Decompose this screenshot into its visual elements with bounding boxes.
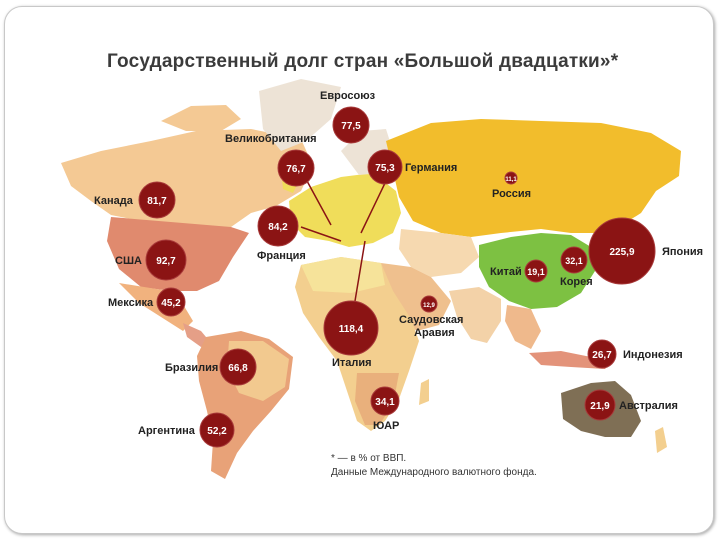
yaponia-bubble[interactable]: [588, 217, 656, 285]
velikobritania-value: 76,7: [286, 164, 306, 175]
rossia-label: Россия: [492, 188, 531, 200]
ssha-value: 92,7: [156, 256, 176, 267]
indonezia-label: Индонезия: [623, 349, 683, 361]
meksika-label: Мексика: [108, 297, 154, 309]
avstralia-value: 21,9: [590, 401, 610, 412]
brazilia-label: Бразилия: [165, 362, 218, 374]
kitai-bubble[interactable]: [524, 259, 548, 283]
kitai-label: Китай: [490, 266, 522, 278]
madagascar-region: [419, 379, 429, 405]
canada-region: [61, 129, 313, 231]
saudi-label-line2: Аравия: [414, 327, 455, 339]
footnote-line-1: * — в % от ВВП.: [331, 453, 407, 464]
world-map: 77,5 76,7 75,3 11,1 81,7 84,2 225,9 19,1…: [61, 79, 703, 479]
evrosoyuz-label: Евросоюз: [320, 90, 376, 102]
bubble-values: 77,5 76,7 75,3 11,1 81,7 84,2 225,9 19,1…: [147, 121, 635, 437]
germania-value: 75,3: [375, 163, 395, 174]
korea-label: Корея: [560, 276, 593, 288]
indonezia-bubble[interactable]: [587, 339, 617, 369]
francia-bubble[interactable]: [257, 205, 299, 247]
yuar-label: ЮАР: [373, 420, 399, 432]
germany-connector: [360, 180, 387, 234]
russia-region: [386, 119, 681, 237]
india-region: [449, 287, 501, 343]
rossia-bubble[interactable]: [504, 171, 518, 185]
central-america-region: [183, 323, 211, 347]
yuar-value: 34,1: [375, 397, 395, 408]
ssha-label: США: [115, 255, 142, 267]
yaponia-value: 225,9: [609, 247, 634, 258]
argentina-label: Аргентина: [138, 425, 196, 437]
francia-value: 84,2: [268, 222, 288, 233]
argentina-bubble[interactable]: [199, 412, 235, 448]
arctic-islands: [161, 105, 241, 131]
kitai-value: 19,1: [527, 267, 545, 277]
korea-value: 32,1: [565, 256, 583, 266]
italy-connector: [354, 240, 366, 302]
evrosoyuz-bubble[interactable]: [332, 106, 370, 144]
kanada-bubble[interactable]: [138, 181, 176, 219]
connector-lines: [300, 180, 387, 302]
francia-label: Франция: [257, 250, 306, 262]
kanada-value: 81,7: [147, 196, 167, 207]
central-asia-region: [399, 229, 479, 277]
germania-label: Германия: [405, 162, 457, 174]
ssha-bubble[interactable]: [145, 239, 187, 281]
saudi-bubble[interactable]: [420, 295, 438, 313]
avstralia-label: Австралия: [619, 400, 678, 412]
greenland-region: [259, 79, 341, 151]
bubbles: [138, 106, 656, 448]
meksika-value: 45,2: [161, 298, 181, 309]
saudi-value: 12,9: [423, 303, 435, 309]
korea-bubble[interactable]: [560, 246, 588, 274]
argentina-value: 52,2: [207, 426, 227, 437]
avstralia-bubble[interactable]: [584, 389, 616, 421]
country-labels: Евросоюз Великобритания Германия Россия …: [94, 90, 703, 437]
velikobritania-bubble[interactable]: [277, 149, 315, 187]
germania-bubble[interactable]: [367, 149, 403, 185]
europe-region: [289, 173, 401, 247]
italia-bubble[interactable]: [323, 300, 379, 356]
slide-frame: Государственный долг стран «Большой двад…: [4, 6, 714, 534]
brazilia-bubble[interactable]: [219, 348, 257, 386]
evrosoyuz-value: 77,5: [341, 121, 361, 132]
uk-connector: [306, 180, 332, 226]
brazilia-value: 66,8: [228, 363, 248, 374]
southeast-asia-region: [505, 305, 541, 349]
yaponia-label: Япония: [662, 246, 703, 258]
mexico-region: [119, 283, 193, 331]
france-connector: [300, 226, 342, 242]
velikobritania-label: Великобритания: [225, 133, 317, 145]
kanada-label: Канада: [94, 195, 134, 207]
italia-value: 118,4: [339, 324, 364, 335]
north-africa-region: [301, 257, 385, 293]
rossia-value: 11,1: [505, 177, 517, 183]
meksika-bubble[interactable]: [156, 287, 186, 317]
italia-label: Италия: [332, 357, 372, 369]
page-title: Государственный долг стран «Большой двад…: [107, 51, 619, 72]
new-zealand-region: [655, 427, 667, 453]
footnote-line-2: Данные Международного валютного фонда.: [331, 467, 537, 478]
yuar-bubble[interactable]: [370, 386, 400, 416]
saudi-label-line1: Саудовская: [399, 314, 463, 326]
footnote: * — в % от ВВП. Данные Международного ва…: [331, 452, 537, 480]
indonezia-value: 26,7: [592, 350, 612, 361]
